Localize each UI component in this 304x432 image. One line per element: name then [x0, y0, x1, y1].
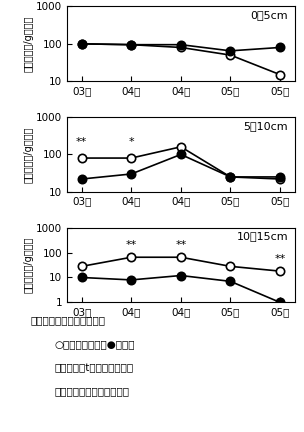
Text: **: ** — [126, 240, 137, 250]
Text: ５または１％で有意差有り: ５または１％で有意差有り — [55, 387, 130, 397]
Text: 5－10cm: 5－10cm — [244, 121, 288, 131]
Y-axis label: 卵密度（個/g乾土）: 卵密度（個/g乾土） — [23, 16, 33, 72]
Text: *: * — [129, 137, 134, 147]
Text: **: ** — [76, 137, 87, 147]
Y-axis label: 卵密度（個/g乾土）: 卵密度（個/g乾土） — [23, 237, 33, 293]
Text: 10－15cm: 10－15cm — [237, 232, 288, 241]
Text: 0－5cm: 0－5cm — [250, 10, 288, 20]
Text: 図２　深さ別卵密度の推移: 図２ 深さ別卵密度の推移 — [30, 315, 105, 325]
Text: **: ** — [175, 240, 187, 250]
Y-axis label: 卵密度（個/g乾土）: 卵密度（個/g乾土） — [23, 126, 33, 183]
Text: ○：ロータリ耕　●：浅耕: ○：ロータリ耕 ●：浅耕 — [55, 339, 135, 349]
Text: ＊、＊＊はt検定でそれぞれ: ＊、＊＊はt検定でそれぞれ — [55, 363, 134, 373]
Text: **: ** — [275, 254, 286, 264]
